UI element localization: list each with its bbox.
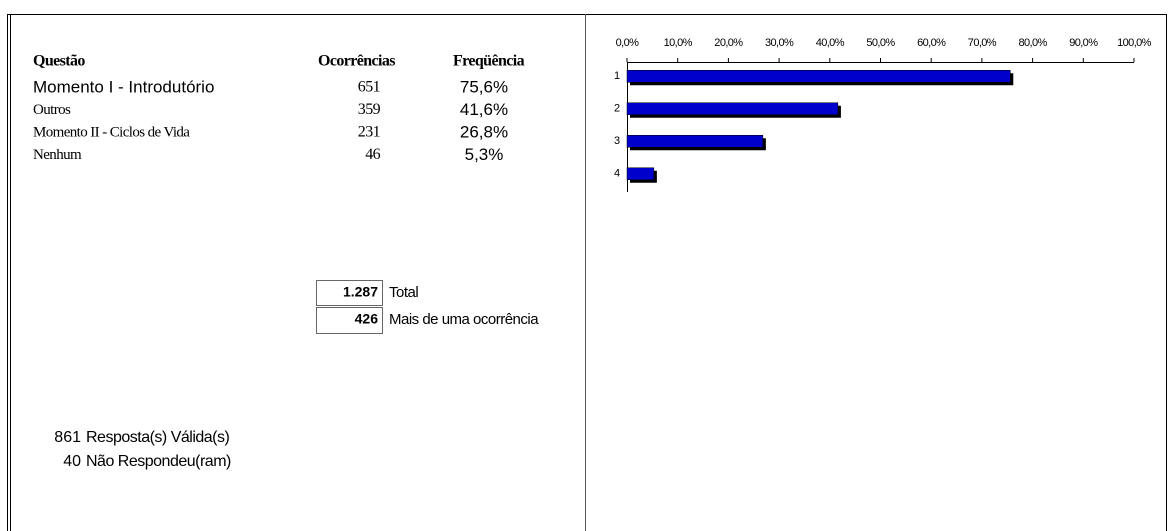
bar	[626, 102, 839, 115]
y-tick-label: 2	[614, 103, 620, 115]
total-value: 426	[355, 311, 379, 327]
x-tick-label: 100,0%	[1117, 37, 1152, 49]
total-label: Mais de uma ocorrência	[389, 311, 539, 328]
x-tick-label: 50,0%	[866, 37, 895, 49]
bar	[626, 135, 764, 148]
x-tick-label: 40,0%	[816, 37, 845, 49]
column-header: Ocorrências	[318, 53, 395, 70]
y-tick-label: 1	[614, 70, 620, 82]
frequency: 26,8%	[460, 122, 508, 141]
frequency: 5,3%	[465, 145, 504, 164]
total-box	[316, 280, 383, 306]
x-tick-label: 60,0%	[917, 37, 946, 49]
response-count: 40	[63, 453, 81, 470]
x-tick-label: 90,0%	[1069, 37, 1098, 49]
response-label: Não Respondeu(ram)	[86, 453, 231, 470]
x-tick-label: 0,0%	[616, 37, 639, 49]
occurrences: 359	[358, 101, 381, 118]
y-tick-label: 4	[614, 168, 620, 180]
y-tick-label: 3	[614, 135, 620, 147]
total-label: Total	[389, 284, 418, 301]
total-value: 1.287	[343, 284, 378, 300]
frame	[7, 14, 1167, 531]
column-header: Freqüência	[453, 53, 525, 70]
occurrences: 46	[365, 146, 380, 163]
x-tick-label: 20,0%	[714, 37, 743, 49]
response-count: 861	[54, 429, 81, 446]
occurrences: 651	[358, 79, 381, 96]
row-label: Momento I - Introdutório	[33, 77, 214, 96]
occurrences: 231	[358, 124, 381, 141]
bar	[626, 70, 1011, 83]
row-label: Outros	[33, 102, 71, 118]
response-label: Resposta(s) Válida(s)	[86, 429, 230, 446]
row-label: Nenhum	[33, 147, 82, 163]
x-tick-label: 10,0%	[664, 37, 693, 49]
frequency: 75,6%	[460, 77, 508, 96]
x-tick-label: 30,0%	[765, 37, 794, 49]
bar	[626, 167, 655, 180]
column-header: Questão	[33, 53, 85, 70]
row-label: Momento II - Ciclos de Vida	[33, 124, 190, 140]
frequency: 41,6%	[460, 100, 508, 119]
x-tick-label: 70,0%	[968, 37, 997, 49]
total-box	[316, 307, 383, 334]
x-tick-label: 80,0%	[1018, 37, 1047, 49]
